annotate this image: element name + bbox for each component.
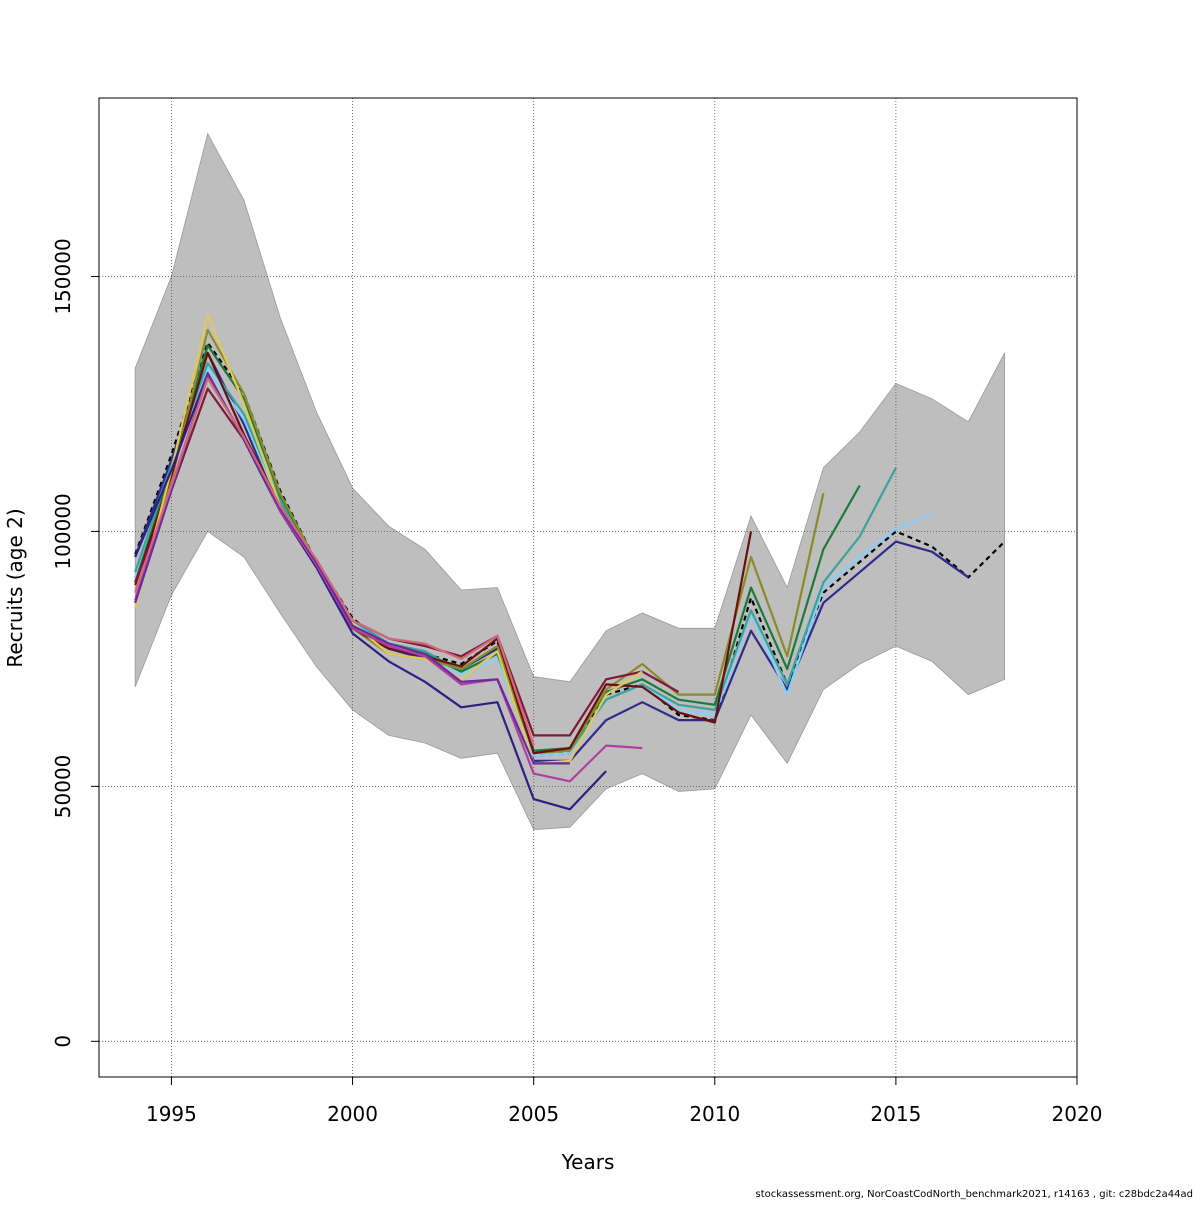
series-line-retro-12 [134,377,535,746]
series-line-retro-8 [134,313,643,765]
x-tick-label: 2005 [508,1102,559,1126]
series-line-retro-5 [134,328,825,755]
series-line-retro-7 [134,387,680,737]
y-tick-label: 50000 [51,755,75,819]
y-tick-label: 100000 [51,493,75,569]
footer-credit: stockassessment.org, NorCoastCodNorth_be… [756,1189,1193,1200]
x-tick-label: 1995 [146,1102,197,1126]
x-tick-label: 2015 [870,1102,921,1126]
x-tick-label: 2000 [327,1102,378,1126]
x-tick-label: 2020 [1052,1102,1103,1126]
y-axis-title: Recruits (age 2) [3,508,27,667]
y-tick-label: 0 [51,1035,75,1048]
series-line-retro-6 [134,351,753,755]
plot-frame [98,97,1078,1078]
series-line-retro-11 [134,372,570,765]
y-tick-label: 150000 [51,238,75,314]
x-tick-label: 2010 [689,1102,740,1126]
x-axis-title: Years [561,1150,615,1174]
